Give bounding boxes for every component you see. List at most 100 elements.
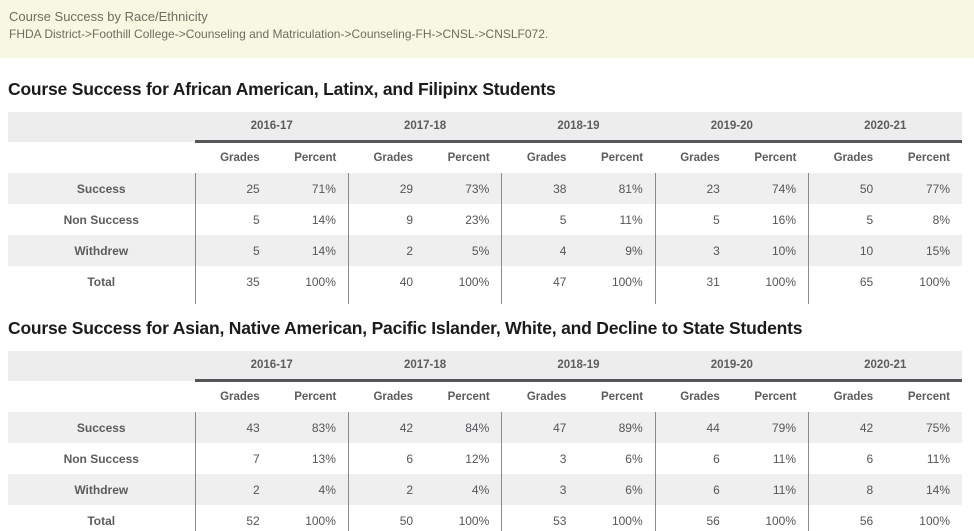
cell-grades: 2 — [347, 235, 426, 266]
cell-percent: 10% — [731, 235, 809, 266]
grades-header: Grades — [348, 141, 426, 173]
row-label: Withdrew — [8, 474, 196, 505]
cell-grades: 7 — [194, 443, 272, 474]
cell-grades: 29 — [347, 173, 426, 204]
cell-percent: 6% — [578, 474, 656, 505]
row-label: Success — [8, 412, 196, 443]
cell-percent: 11% — [731, 474, 809, 505]
report-title: Course Success by Race/Ethnicity — [9, 9, 208, 24]
grades-header: Grades — [348, 380, 426, 412]
year-header: 2018-19 — [501, 112, 656, 143]
grades-header: Grades — [501, 141, 579, 173]
cell-percent: 5% — [425, 235, 502, 266]
cell-percent: 81% — [578, 173, 656, 204]
row-label: Non Success — [63, 212, 139, 227]
cell-percent: 71% — [271, 173, 349, 204]
percent-header: Percent — [271, 141, 349, 173]
success-table-underrepresented: 2016-17 2017-18 2018-19 2019-20 2020-21 … — [8, 112, 962, 304]
table-row-withdrew: Withdrew 5 14% 2 5% 4 9% 3 10% 10 15% — [8, 235, 962, 266]
cell-grades: 44 — [654, 412, 732, 443]
cell-grades: 47 — [501, 412, 579, 443]
cell-grades: 5 — [194, 204, 272, 235]
percent-header: Percent — [885, 380, 962, 412]
cell-grades: 65 — [808, 266, 886, 297]
cell-percent: 6% — [625, 451, 643, 466]
grades-header: Grades — [808, 141, 886, 173]
cell-percent: 89% — [578, 412, 656, 443]
cell-percent: 100% — [611, 274, 643, 289]
cell-grades: 6 — [654, 474, 732, 505]
cell-percent: 11% — [926, 451, 950, 466]
cell-percent: 9% — [578, 235, 656, 266]
table-row-total: Total 52 100% 50 100% 53 100% 56 100% 56… — [8, 505, 962, 531]
cell-grades: 2 — [347, 474, 426, 505]
year-header: 2020-21 — [808, 112, 962, 143]
percent-header: Percent — [425, 380, 502, 412]
cell-percent: 4% — [425, 474, 502, 505]
table-row-non-success: Non Success 5 14% 9 23% 5 11% 5 16% 5 8% — [8, 204, 962, 235]
cell-grades: 47 — [501, 266, 579, 297]
cell-grades: 5 — [194, 235, 272, 266]
breadcrumb: FHDA District->Foothill College->Counsel… — [9, 27, 549, 41]
cell-grades: 3 — [501, 443, 579, 474]
cell-percent: 11% — [619, 212, 643, 227]
year-header-row: 2016-17 2017-18 2018-19 2019-20 2020-21 — [8, 112, 962, 143]
cell-grades: 25 — [194, 173, 272, 204]
divider-overhang-row — [8, 297, 962, 304]
row-label: Total — [87, 513, 116, 528]
cell-percent: 100% — [919, 513, 950, 528]
cell-percent: 75% — [885, 412, 962, 443]
cell-percent: 14% — [885, 474, 962, 505]
year-header: 2018-19 — [501, 351, 656, 382]
success-table-other-groups: 2016-17 2017-18 2018-19 2019-20 2020-21 … — [8, 351, 962, 531]
cell-grades: 3 — [501, 474, 579, 505]
grades-header: Grades — [195, 380, 272, 412]
cell-grades: 9 — [347, 204, 426, 235]
cell-grades: 53 — [501, 505, 579, 531]
cell-percent: 12% — [465, 451, 490, 466]
table-row-success: Success 43 83% 42 84% 47 89% 44 79% 42 7… — [8, 412, 962, 443]
cell-percent: 8% — [932, 212, 950, 227]
cell-grades: 6 — [347, 443, 426, 474]
year-header: 2016-17 — [195, 112, 349, 143]
row-label: Non Success — [63, 451, 139, 466]
year-header: 2020-21 — [808, 351, 962, 382]
table-row-total: Total 35 100% 40 100% 47 100% 31 100% 65… — [8, 266, 962, 297]
column-header-row: Grades Percent Grades Percent Grades Per… — [8, 141, 962, 173]
cell-grades: 40 — [347, 266, 426, 297]
cell-percent: 23% — [465, 212, 490, 227]
page-header-banner: Course Success by Race/Ethnicity FHDA Di… — [0, 0, 974, 58]
cell-percent: 15% — [885, 235, 962, 266]
cell-grades: 23 — [654, 173, 732, 204]
row-label: Success — [8, 173, 196, 204]
cell-percent: 84% — [425, 412, 502, 443]
cell-percent: 4% — [271, 474, 349, 505]
corner-cell — [8, 112, 196, 142]
cell-percent: 100% — [611, 513, 643, 528]
cell-percent: 100% — [919, 274, 950, 289]
cell-percent: 100% — [305, 274, 336, 289]
cell-grades: 38 — [501, 173, 579, 204]
year-header: 2017-18 — [348, 112, 502, 143]
table-2-title: Course Success for Asian, Native America… — [8, 318, 803, 338]
grades-header: Grades — [501, 380, 579, 412]
cell-percent: 100% — [765, 274, 797, 289]
cell-percent: 100% — [765, 513, 797, 528]
cell-grades: 6 — [808, 443, 886, 474]
cell-grades: 52 — [194, 505, 272, 531]
cell-grades: 42 — [808, 412, 886, 443]
cell-grades: 50 — [808, 173, 886, 204]
table-row-withdrew: Withdrew 2 4% 2 4% 3 6% 6 11% 8 14% — [8, 474, 962, 505]
year-header: 2016-17 — [195, 351, 349, 382]
cell-percent: 74% — [731, 173, 809, 204]
cell-percent: 100% — [458, 274, 490, 289]
cell-grades: 43 — [194, 412, 272, 443]
cell-percent: 14% — [271, 235, 349, 266]
year-header: 2019-20 — [655, 112, 809, 143]
cell-grades: 8 — [808, 474, 886, 505]
grades-header: Grades — [808, 380, 886, 412]
corner-cell — [8, 141, 196, 173]
cell-grades: 42 — [347, 412, 426, 443]
cell-grades: 35 — [194, 266, 272, 297]
cell-grades: 5 — [654, 204, 732, 235]
